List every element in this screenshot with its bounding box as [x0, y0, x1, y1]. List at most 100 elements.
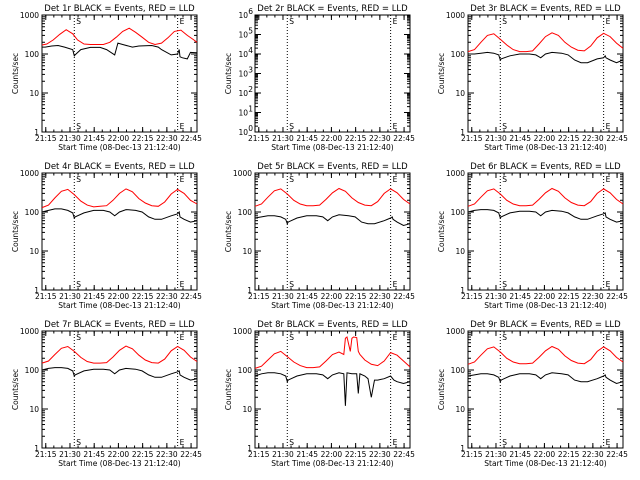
marker-label-top: S — [289, 175, 294, 184]
marker-label-top: S — [76, 333, 81, 342]
y-tick-exponent: 6 — [248, 7, 253, 16]
marker-label-top: S — [502, 17, 507, 26]
events-series-line — [42, 42, 198, 60]
x-tick-label: 22:00 — [108, 450, 130, 459]
y-tick-exponent: 3 — [248, 66, 253, 75]
x-tick-label: 21:15 — [461, 292, 483, 301]
x-tick-label: 22:00 — [321, 292, 343, 301]
lld-series-line — [467, 187, 624, 207]
plot-frame — [254, 330, 411, 449]
y-axis-label: Counts/sec — [437, 211, 446, 252]
y-axis-label: Counts/sec — [224, 53, 233, 94]
marker-label-top: E — [606, 333, 611, 342]
x-tick-label: 21:30 — [485, 292, 507, 301]
marker-label-top: S — [289, 333, 294, 342]
x-tick-label: 22:00 — [108, 292, 130, 301]
marker-label-top: S — [76, 17, 81, 26]
y-tick-label: 1 — [247, 444, 252, 453]
y-tick-label: 100 — [238, 208, 253, 217]
marker-label-top: E — [606, 175, 611, 184]
y-tick-label: 1 — [460, 286, 465, 295]
marker-label-top: E — [606, 17, 611, 26]
x-tick-label: 21:45 — [83, 134, 105, 143]
x-tick-label: 21:45 — [509, 134, 531, 143]
y-tick-label: 10 — [238, 128, 248, 137]
marker-label-bottom: S — [502, 122, 507, 131]
lld-series-line — [41, 27, 198, 46]
marker-label-top: S — [76, 175, 81, 184]
x-axis-label: Start Time (08-Dec-13 21:12:40) — [484, 143, 606, 152]
y-tick-exponent: 5 — [248, 27, 253, 36]
x-tick-label: 21:15 — [461, 134, 483, 143]
y-tick-label: 1000 — [20, 11, 39, 20]
x-tick-label: 22:15 — [345, 292, 367, 301]
marker-label-bottom: S — [76, 122, 81, 131]
y-tick-label: 10 — [238, 31, 248, 40]
events-series-line — [254, 372, 411, 406]
y-tick-exponent: 1 — [248, 105, 253, 114]
x-tick-label: 21:30 — [59, 450, 81, 459]
x-axis-label: Start Time (08-Dec-13 21:12:40) — [58, 143, 180, 152]
marker-label-bottom: S — [76, 280, 81, 289]
y-tick-label: 10 — [238, 109, 248, 118]
x-tick-label: 22:45 — [606, 134, 628, 143]
x-axis-label: Start Time (08-Dec-13 21:12:40) — [484, 301, 606, 310]
x-tick-label: 21:45 — [509, 450, 531, 459]
x-tick-label: 21:45 — [296, 450, 318, 459]
x-tick-label: 22:30 — [582, 450, 604, 459]
y-tick-label: 1 — [460, 128, 465, 137]
events-series-line — [467, 372, 624, 385]
x-tick-label: 22:15 — [558, 450, 580, 459]
y-tick-label: 100 — [25, 208, 40, 217]
plot-frame — [467, 330, 624, 449]
plot-title: Det 1r BLACK = Events, RED = LLD — [44, 4, 195, 14]
y-tick-label: 1000 — [20, 169, 39, 178]
x-axis-label: Start Time (08-Dec-13 21:12:40) — [484, 459, 606, 468]
y-axis-label: Counts/sec — [437, 53, 446, 94]
marker-label-bottom: E — [393, 438, 398, 447]
x-tick-label: 21:45 — [83, 450, 105, 459]
x-tick-label: 21:30 — [59, 134, 81, 143]
marker-label-top: E — [393, 17, 398, 26]
y-tick-label: 10 — [238, 11, 248, 20]
x-tick-label: 22:15 — [132, 292, 154, 301]
y-axis-label: Counts/sec — [437, 369, 446, 410]
x-tick-label: 22:45 — [180, 134, 202, 143]
marker-label-bottom: E — [606, 122, 611, 131]
y-tick-label: 1 — [34, 444, 39, 453]
y-tick-label: 1000 — [446, 169, 465, 178]
y-tick-label: 10 — [242, 405, 252, 414]
x-tick-label: 22:45 — [393, 134, 415, 143]
y-tick-label: 100 — [451, 366, 466, 375]
plot-frame — [467, 14, 624, 133]
y-tick-label: 1000 — [446, 327, 465, 336]
x-tick-label: 22:00 — [534, 292, 556, 301]
x-axis-label: Start Time (08-Dec-13 21:12:40) — [271, 143, 393, 152]
x-tick-label: 21:45 — [509, 292, 531, 301]
lld-series-line — [254, 336, 411, 369]
marker-label-top: E — [393, 333, 398, 342]
y-tick-label: 100 — [451, 50, 466, 59]
x-tick-label: 21:30 — [485, 450, 507, 459]
x-tick-label: 22:00 — [321, 134, 343, 143]
x-tick-label: 22:30 — [369, 292, 391, 301]
x-tick-label: 22:15 — [558, 292, 580, 301]
x-tick-label: 21:15 — [248, 450, 270, 459]
y-tick-label: 100 — [25, 366, 40, 375]
y-axis-label: Counts/sec — [11, 53, 20, 94]
y-tick-label: 10 — [238, 70, 248, 79]
x-tick-label: 22:15 — [132, 134, 154, 143]
plot-title: Det 2r BLACK = Events, RED = LLD — [257, 4, 408, 14]
plot-frame — [41, 330, 198, 449]
marker-label-top: S — [502, 333, 507, 342]
x-axis-label: Start Time (08-Dec-13 21:12:40) — [58, 301, 180, 310]
marker-label-bottom: S — [502, 438, 507, 447]
plot-title: Det 9r BLACK = Events, RED = LLD — [470, 320, 621, 330]
events-series-line — [41, 208, 198, 223]
x-tick-label: 22:30 — [369, 134, 391, 143]
y-tick-label: 10 — [455, 405, 465, 414]
